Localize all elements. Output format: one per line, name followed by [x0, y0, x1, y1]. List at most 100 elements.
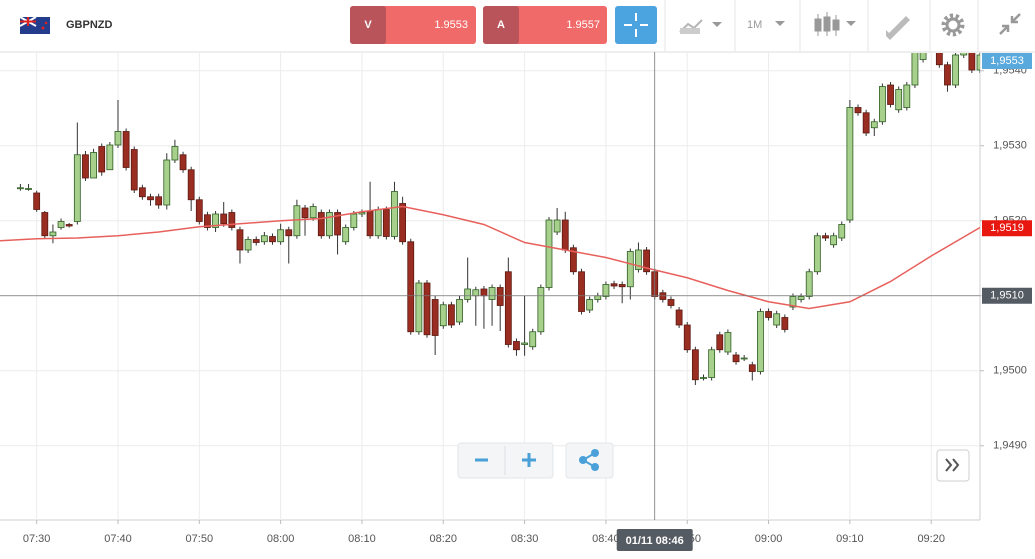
crosshair-button[interactable] [615, 6, 657, 44]
crosshair-price-badge [982, 287, 1032, 304]
y-tick-label: 1,9490 [993, 440, 1027, 452]
candle-body [602, 284, 610, 297]
candle-body [635, 249, 642, 270]
candle-body [513, 341, 520, 351]
candle-body [643, 249, 650, 273]
candle-body [781, 317, 789, 330]
chart-type-button[interactable] [814, 12, 856, 36]
candle-body [952, 54, 960, 86]
candle-body [147, 196, 154, 201]
candle-body [269, 236, 276, 243]
x-tick-label: 08:30 [511, 533, 539, 545]
candle-body [163, 159, 171, 206]
toolbar-separators [664, 0, 979, 52]
candle-body [220, 213, 228, 225]
candle-body [326, 212, 333, 237]
y-tick-label: 1,9500 [993, 365, 1027, 377]
share-button[interactable] [565, 442, 614, 479]
candle-body [976, 54, 980, 71]
collapse-button[interactable] [999, 13, 1021, 35]
candle-body [879, 86, 886, 123]
candle-body [407, 241, 415, 333]
indicator-button[interactable] [679, 19, 722, 34]
candle-body [317, 212, 325, 237]
candle-body [887, 84, 894, 105]
candle-body [285, 229, 293, 237]
candle-body [586, 299, 594, 311]
candle-body [740, 357, 748, 360]
candle-body [431, 299, 439, 336]
moving-average [0, 205, 980, 310]
candle-body [732, 354, 740, 363]
candle-body [90, 152, 97, 179]
symbol: GBPNZD [66, 19, 113, 31]
candle-body [683, 324, 691, 351]
candle-body [846, 107, 854, 221]
candle-body [73, 154, 81, 222]
candle-body [765, 311, 772, 318]
candle-body [903, 84, 911, 108]
candle-body [862, 112, 870, 134]
candle-body [578, 271, 585, 312]
candle-body [204, 214, 211, 228]
drawing-button[interactable] [886, 16, 910, 40]
settings-button[interactable] [941, 13, 965, 37]
buy-button[interactable]: A 1.9557 [483, 6, 607, 44]
candle-body [382, 209, 390, 237]
x-tick-label: 08:20 [430, 533, 458, 545]
candle-body [521, 342, 528, 345]
candle-body [716, 334, 724, 351]
candle-body [33, 192, 41, 210]
candle-body [342, 227, 350, 243]
candle-body [260, 235, 268, 243]
candle-body [805, 271, 813, 297]
candle-body [757, 311, 764, 372]
candle-body [244, 239, 252, 251]
candle-body [830, 235, 838, 246]
candle-body [618, 284, 626, 288]
price-badge-label: 1,9519 [990, 222, 1024, 234]
candle-body [960, 53, 968, 56]
candle-body [114, 131, 122, 146]
candle-body [748, 364, 756, 372]
candle-body [41, 212, 49, 237]
candle-body [49, 231, 57, 237]
x-tick-label: 09:10 [836, 533, 864, 545]
candle-body [415, 282, 423, 333]
zoom-in-button[interactable] [522, 453, 536, 467]
candle-body [480, 288, 488, 297]
candle-body [561, 219, 569, 251]
x-tick-label: 07:50 [186, 533, 214, 545]
candle-body [366, 210, 374, 237]
candle-body [155, 196, 163, 206]
crosshair-time-badge [616, 529, 693, 551]
candle-body [25, 188, 32, 190]
scroll-to-end-button[interactable] [936, 449, 970, 482]
candle-body [16, 187, 24, 190]
candle-body [130, 149, 138, 191]
candle-body [98, 146, 106, 173]
x-tick-label: 08:10 [348, 533, 376, 545]
candle-body [179, 154, 187, 171]
candle-body [57, 221, 65, 228]
candle-body [252, 239, 260, 243]
sell-button[interactable]: V 1.9553 [350, 6, 476, 44]
candle-body [391, 191, 398, 237]
candle-body [553, 219, 561, 233]
candle-body [293, 205, 301, 237]
price-badge [982, 220, 1032, 237]
candle-body [309, 206, 317, 219]
flag [19, 16, 50, 34]
y-tick-label: 1,9530 [993, 140, 1027, 152]
candle-body [195, 199, 203, 222]
timeframe-button[interactable]: 1M [747, 19, 785, 31]
candle-body [822, 235, 829, 239]
sell-label: V [364, 19, 372, 31]
candle-body [700, 377, 707, 379]
buy-label: A [497, 19, 505, 31]
candle-body [122, 131, 130, 168]
candle-body [789, 296, 797, 308]
candle-body [773, 313, 781, 326]
candle-body [838, 224, 846, 239]
candle-body [935, 53, 943, 66]
